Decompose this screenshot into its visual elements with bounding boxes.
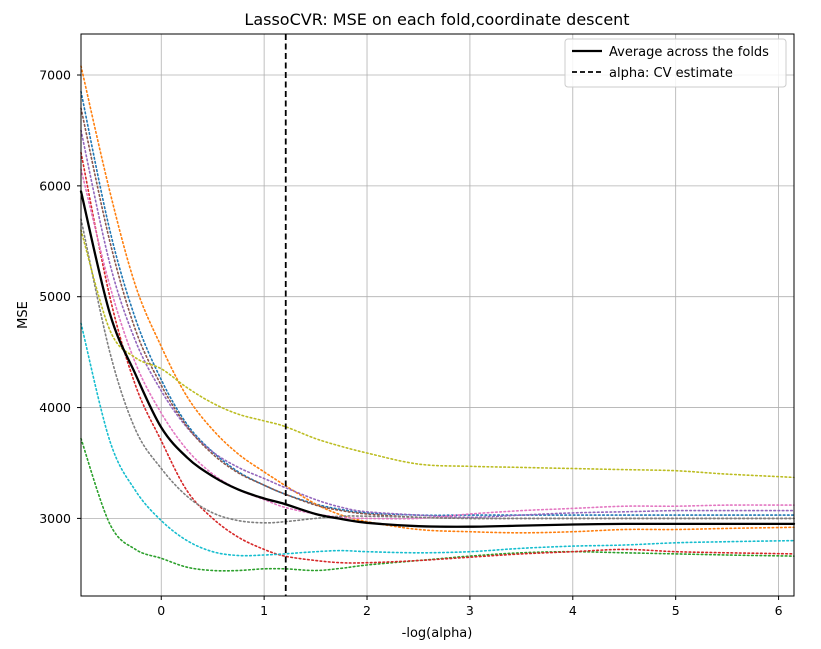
plot-frame (80, 33, 795, 597)
x-tick-label: 6 (775, 603, 783, 618)
y-tick-label: 3000 (39, 511, 71, 526)
series-average-line (79, 190, 796, 528)
legend-box (564, 38, 787, 88)
series-fold-line-4 (80, 151, 795, 564)
y-tick-label: 7000 (39, 68, 71, 83)
x-tick-label: 1 (260, 603, 268, 618)
series-fold-line-9 (80, 229, 795, 479)
legend: Average across the folds alpha: CV estim… (564, 38, 787, 88)
series-fold-line-5 (80, 129, 795, 519)
series-layer (79, 65, 796, 572)
grid (81, 34, 794, 596)
x-tick-label: 4 (569, 603, 577, 618)
y-tick-label: 5000 (39, 289, 71, 304)
y-tick-label: 4000 (39, 400, 71, 415)
legend-label-cv-estimate: alpha: CV estimate (609, 66, 733, 81)
x-tick-label: 2 (363, 603, 371, 618)
series-fold-line-7 (80, 168, 795, 520)
x-tick-label: 5 (672, 603, 680, 618)
x-tick-label: 0 (157, 603, 165, 618)
series-fold-line-8 (80, 218, 795, 524)
series-fold-line-10 (80, 322, 795, 557)
legend-label-average: Average across the folds (609, 45, 769, 60)
x-tick-label: 3 (466, 603, 474, 618)
tick-layer: 0 1 2 3 4 5 6 3000 4000 5000 6000 7000 (39, 68, 782, 618)
series-fold-line-3 (80, 437, 795, 572)
y-tick-label: 6000 (39, 178, 71, 193)
y-axis-label: MSE (16, 301, 31, 329)
chart-title: LassoCVR: MSE on each fold,coordinate de… (244, 10, 629, 29)
x-axis-label: -log(alpha) (402, 626, 473, 641)
